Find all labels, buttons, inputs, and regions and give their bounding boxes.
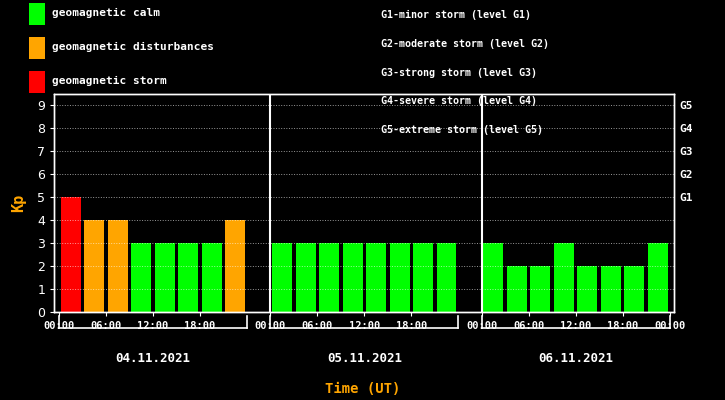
- Bar: [154, 243, 175, 312]
- Text: 05.11.2021: 05.11.2021: [327, 352, 402, 365]
- Bar: [389, 243, 410, 312]
- Bar: [272, 243, 292, 312]
- Bar: [624, 266, 645, 312]
- Bar: [84, 220, 104, 312]
- Bar: [531, 266, 550, 312]
- Bar: [225, 220, 245, 312]
- Y-axis label: Kp: Kp: [12, 194, 27, 212]
- Text: G1-minor storm (level G1): G1-minor storm (level G1): [381, 10, 531, 20]
- Text: G5-extreme storm (level G5): G5-extreme storm (level G5): [381, 125, 542, 135]
- Text: G4-severe storm (level G4): G4-severe storm (level G4): [381, 96, 536, 106]
- Text: G3-strong storm (level G3): G3-strong storm (level G3): [381, 68, 536, 78]
- Bar: [436, 243, 457, 312]
- Bar: [484, 243, 503, 312]
- Bar: [178, 243, 198, 312]
- Bar: [577, 266, 597, 312]
- Bar: [61, 197, 80, 312]
- Bar: [296, 243, 315, 312]
- Text: geomagnetic calm: geomagnetic calm: [52, 8, 160, 18]
- Text: geomagnetic disturbances: geomagnetic disturbances: [52, 42, 214, 52]
- Bar: [601, 266, 621, 312]
- Bar: [648, 243, 668, 312]
- Bar: [366, 243, 386, 312]
- Bar: [554, 243, 574, 312]
- Bar: [202, 243, 222, 312]
- Text: Time (UT): Time (UT): [325, 382, 400, 396]
- Text: G2-moderate storm (level G2): G2-moderate storm (level G2): [381, 39, 549, 49]
- Text: 04.11.2021: 04.11.2021: [115, 352, 191, 365]
- Bar: [108, 220, 128, 312]
- Bar: [319, 243, 339, 312]
- Text: 06.11.2021: 06.11.2021: [538, 352, 613, 365]
- Bar: [131, 243, 152, 312]
- Bar: [343, 243, 362, 312]
- Text: geomagnetic storm: geomagnetic storm: [52, 76, 167, 86]
- Bar: [507, 266, 527, 312]
- Bar: [413, 243, 433, 312]
